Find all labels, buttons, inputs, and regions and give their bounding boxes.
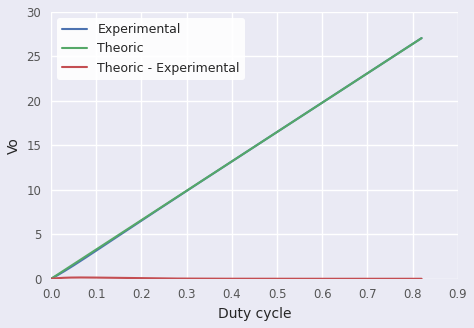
Experimental [268,134,273,138]
Theoric - Experimental [270,277,276,281]
Theoric [384,59,390,63]
Theoric - Experimental [276,277,282,281]
Theoric [268,134,273,138]
Line: Theoric - Experimental: Theoric - Experimental [51,277,421,279]
Legend: Experimental, Theoric, Theoric - Experimental: Experimental, Theoric, Theoric - Experim… [57,18,245,80]
Theoric - Experimental [419,277,424,281]
Y-axis label: Vo: Vo [7,137,21,154]
Experimental [269,133,274,137]
Line: Theoric: Theoric [51,38,421,279]
Theoric [361,74,366,78]
Experimental [48,277,54,281]
Experimental [49,276,55,280]
Theoric [269,133,274,137]
Theoric - Experimental [385,277,391,281]
Theoric [48,277,54,281]
Theoric - Experimental [362,277,367,281]
X-axis label: Duty cycle: Duty cycle [218,307,291,321]
Theoric [49,276,55,280]
Experimental [361,74,366,78]
Theoric - Experimental [49,277,55,281]
Experimental [384,59,390,63]
Theoric - Experimental [78,276,84,279]
Experimental [275,130,281,133]
Line: Experimental: Experimental [51,38,421,279]
Theoric [419,36,424,40]
Theoric - Experimental [48,277,54,281]
Theoric - Experimental [269,277,274,281]
Theoric [275,130,281,133]
Experimental [419,36,424,40]
